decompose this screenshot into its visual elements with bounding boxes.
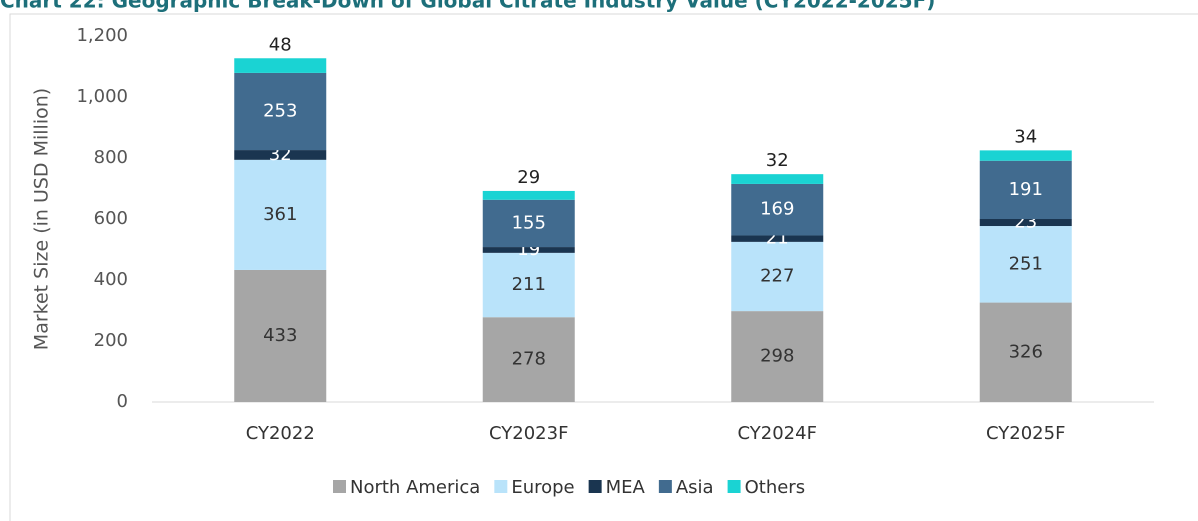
bar-segment xyxy=(234,58,327,73)
bar-segment xyxy=(731,235,824,242)
y-tick-label: 200 xyxy=(94,330,128,351)
legend-swatch xyxy=(588,480,602,493)
x-tick-label: CY2022 xyxy=(246,423,315,444)
bar-segment xyxy=(482,199,575,248)
bar-segment xyxy=(482,247,575,253)
data-label: 227 xyxy=(760,265,794,286)
x-tick-label: CY2025F xyxy=(986,423,1065,444)
data-label: 253 xyxy=(263,100,297,121)
bar-segment xyxy=(482,317,575,402)
y-axis-label: Market Size (in USD Million) xyxy=(31,88,53,350)
legend-swatch xyxy=(494,480,508,493)
y-tick-label: 400 xyxy=(94,269,128,290)
bar-segment xyxy=(731,311,824,402)
y-tick-label: 1,200 xyxy=(76,25,128,46)
bar-segment xyxy=(731,174,824,184)
bar-segment xyxy=(979,226,1072,303)
bar-segment xyxy=(234,150,327,160)
legend-label: Europe xyxy=(511,477,574,498)
bar-segment xyxy=(234,269,327,402)
data-label: 298 xyxy=(760,346,794,367)
data-label: 278 xyxy=(512,349,546,370)
x-tick-label: CY2024F xyxy=(738,423,817,444)
y-tick-label: 1,000 xyxy=(76,86,128,107)
legend-swatch xyxy=(727,480,741,493)
data-label: 48 xyxy=(269,34,292,55)
data-label: 29 xyxy=(517,167,540,188)
legend-label: Asia xyxy=(676,477,714,498)
bar-segment xyxy=(979,219,1072,227)
data-label: 361 xyxy=(263,204,297,225)
bar-segment xyxy=(482,252,575,318)
bar-segment xyxy=(979,150,1072,161)
y-tick-label: 600 xyxy=(94,208,128,229)
y-tick-label: 800 xyxy=(94,147,128,168)
data-label: 155 xyxy=(512,212,546,233)
y-tick-label: 0 xyxy=(117,391,128,412)
data-label: 326 xyxy=(1009,341,1043,362)
legend-label: MEA xyxy=(606,477,646,498)
legend-swatch xyxy=(658,480,672,493)
bar-segment xyxy=(482,190,575,200)
bar-segment xyxy=(979,160,1072,219)
data-label: 191 xyxy=(1009,179,1043,200)
legend-swatch xyxy=(333,480,346,493)
bar-segment xyxy=(731,183,824,236)
bar-segment xyxy=(234,72,327,151)
x-tick-label: CY2023F xyxy=(489,423,568,444)
legend-label: Others xyxy=(745,477,806,498)
data-label: 32 xyxy=(766,150,789,171)
data-label: 211 xyxy=(512,274,546,295)
data-label: 169 xyxy=(760,199,794,220)
data-label: 34 xyxy=(1014,126,1037,147)
chart-title: Chart 22: Geographic Break-Down of Globa… xyxy=(0,0,935,13)
bar-segment xyxy=(234,159,327,270)
legend-label: North America xyxy=(350,477,480,498)
data-label: 251 xyxy=(1009,253,1043,274)
data-label: 433 xyxy=(263,325,297,346)
bar-segment xyxy=(979,302,1072,402)
bar-segment xyxy=(731,241,824,312)
